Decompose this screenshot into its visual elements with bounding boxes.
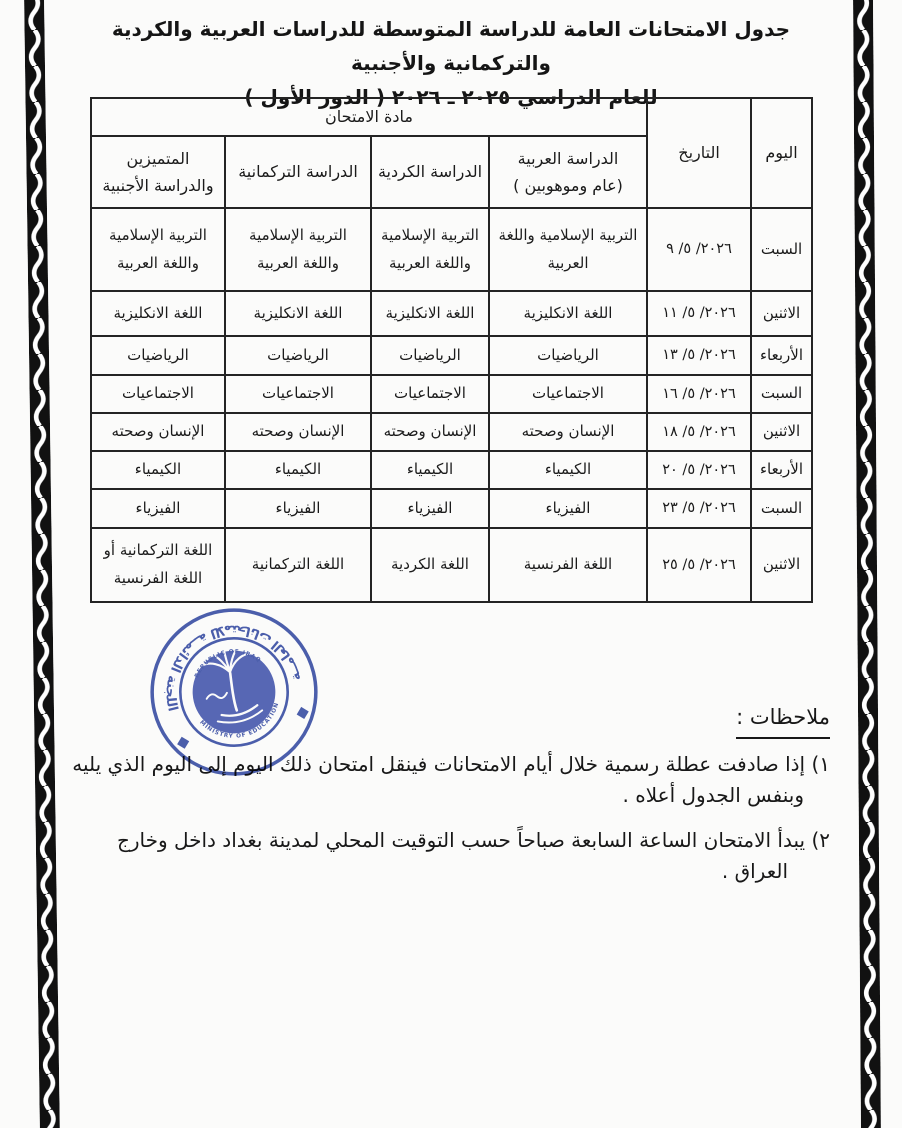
- subject-cell: الفيزياء: [89, 488, 227, 529]
- date-cell: ٢٠٢٦/ ٥/ ١٦: [646, 374, 752, 414]
- notes-heading: ملاحظات :: [736, 701, 830, 739]
- subject-cell: اللغة الانكليزية: [224, 290, 372, 337]
- date-cell: ٢٠٢٦/ ٥/ ١٨: [646, 412, 752, 452]
- subject-cell: الرياضيات: [488, 335, 648, 376]
- table-row: الاثنين ٢٠٢٦/ ٥/ ١١ اللغة الانكليزية الل…: [89, 290, 813, 337]
- subject-cell: الرياضيات: [89, 335, 227, 376]
- subject-cell: الفيزياء: [224, 488, 372, 529]
- col-header-day: اليوم: [750, 97, 813, 209]
- subject-cell: اللغة الانكليزية: [370, 290, 490, 337]
- subject-cell: اللغة التركمانية أو اللغة الفرنسية: [89, 527, 227, 603]
- date-cell: ٢٠٢٦/ ٥/ ٩: [646, 207, 752, 292]
- col-header-subject-group: مادة الامتحان: [89, 97, 649, 137]
- subject-cell: الفيزياء: [370, 488, 490, 529]
- date-cell: ٢٠٢٦/ ٥/ ١١: [646, 290, 752, 337]
- subject-cell: اللغة الانكليزية: [89, 290, 227, 337]
- col-header-date: التاريخ: [646, 97, 752, 209]
- exam-schedule-table: اليوم التاريخ مادة الامتحان الدراسة العر…: [89, 97, 813, 603]
- subject-cell: الكيمياء: [370, 450, 490, 490]
- subject-cell: الفيزياء: [488, 488, 648, 529]
- day-cell: السبت: [750, 488, 813, 529]
- day-cell: الأربعاء: [750, 450, 813, 490]
- date-cell: ٢٠٢٦/ ٥/ ٢٣: [646, 488, 752, 529]
- subject-cell: التربية الإسلامية واللغة العربية: [224, 207, 372, 292]
- subject-cell: الاجتماعيات: [488, 374, 648, 414]
- subject-cell: الإنسان وصحته: [488, 412, 648, 452]
- table-row: الاثنين ٢٠٢٦/ ٥/ ١٨ الإنسان وصحته الإنسا…: [89, 412, 813, 452]
- subject-cell: اللغة الفرنسية: [488, 527, 648, 603]
- subject-cell: اللغة الانكليزية: [488, 290, 648, 337]
- table-row: السبت ٢٠٢٦/ ٥/ ٩ التربية الإسلامية واللغ…: [89, 207, 813, 292]
- svg-text:اللجنة الدائمــة للامتحانات ال: اللجنة الدائمــة للامتحانات العامــة: [147, 606, 304, 713]
- col-header-kurdish-study: الدراسة الكردية: [370, 135, 490, 209]
- day-cell: الاثنين: [750, 412, 813, 452]
- subject-cell: الاجتماعيات: [89, 374, 227, 414]
- decorative-left-border: [24, 0, 60, 1128]
- subject-cell: الكيمياء: [224, 450, 372, 490]
- day-cell: السبت: [750, 374, 813, 414]
- table-row: الأربعاء ٢٠٢٦/ ٥/ ١٣ الرياضيات الرياضيات…: [89, 335, 813, 376]
- day-cell: الاثنين: [750, 527, 813, 603]
- subject-cell: اللغة الكردية: [370, 527, 490, 603]
- decorative-right-border: [853, 0, 881, 1128]
- note-item: ٢) يبدأ الامتحان الساعة السابعة صباحاً ح…: [116, 827, 830, 883]
- subject-cell: الإنسان وصحته: [224, 412, 372, 452]
- col-header-gifted-foreign-study: المتميزين والدراسة الأجنبية: [89, 135, 227, 209]
- table-row: الأربعاء ٢٠٢٦/ ٥/ ٢٠ الكيمياء الكيمياء ا…: [89, 450, 813, 490]
- table-header-row-2: الدراسة العربية (عام وموهوبين ) الدراسة …: [89, 135, 812, 209]
- subject-cell: التربية الإسلامية واللغة العربية: [370, 207, 490, 292]
- subject-cell: الكيمياء: [89, 450, 227, 490]
- subject-cell: التربية الإسلامية واللغة العربية: [488, 207, 648, 292]
- date-cell: ٢٠٢٦/ ٥/ ٢٠: [646, 450, 752, 490]
- page-title: جدول الامتحانات العامة للدراسة المتوسطة …: [111, 17, 791, 75]
- day-cell: السبت: [750, 207, 813, 292]
- table-header-row-1: اليوم التاريخ مادة الامتحان: [89, 97, 813, 209]
- col-header-arabic-study: الدراسة العربية (عام وموهوبين ): [488, 135, 648, 209]
- notes-section: ملاحظات : ١) إذا صادفت عطلة رسمية خلال أ…: [60, 701, 830, 901]
- stamp-ring-text: اللجنة الدائمــة للامتحانات العامــة: [147, 606, 304, 713]
- table-row: الاثنين ٢٠٢٦/ ٥/ ٢٥ اللغة الفرنسية اللغة…: [89, 527, 813, 603]
- date-cell: ٢٠٢٦/ ٥/ ٢٥: [646, 527, 752, 603]
- day-cell: الاثنين: [750, 290, 813, 337]
- svg-text:REPUBLIC OF IRAQ: REPUBLIC OF IRAQ: [190, 642, 263, 680]
- stamp-inner-top-text: REPUBLIC OF IRAQ: [190, 642, 263, 680]
- day-cell: الأربعاء: [750, 335, 813, 376]
- subject-cell: الإنسان وصحته: [370, 412, 490, 452]
- table-row: السبت ٢٠٢٦/ ٥/ ١٦ الاجتماعيات الاجتماعيا…: [89, 374, 813, 414]
- note-item: ١) إذا صادفت عطلة رسمية خلال أيام الامتح…: [72, 751, 830, 807]
- subject-cell: الرياضيات: [224, 335, 372, 376]
- subject-cell: الرياضيات: [370, 335, 490, 376]
- subject-cell: الإنسان وصحته: [89, 412, 227, 452]
- subject-cell: الاجتماعيات: [370, 374, 490, 414]
- table-row: السبت ٢٠٢٦/ ٥/ ٢٣ الفيزياء الفيزياء الفي…: [89, 488, 813, 529]
- col-header-turkmen-study: الدراسة التركمانية: [224, 135, 372, 209]
- subject-cell: اللغة التركمانية: [224, 527, 372, 603]
- subject-cell: الكيمياء: [488, 450, 648, 490]
- subject-cell: التربية الإسلامية واللغة العربية: [89, 207, 227, 292]
- date-cell: ٢٠٢٦/ ٥/ ١٣: [646, 335, 752, 376]
- subject-cell: الاجتماعيات: [224, 374, 372, 414]
